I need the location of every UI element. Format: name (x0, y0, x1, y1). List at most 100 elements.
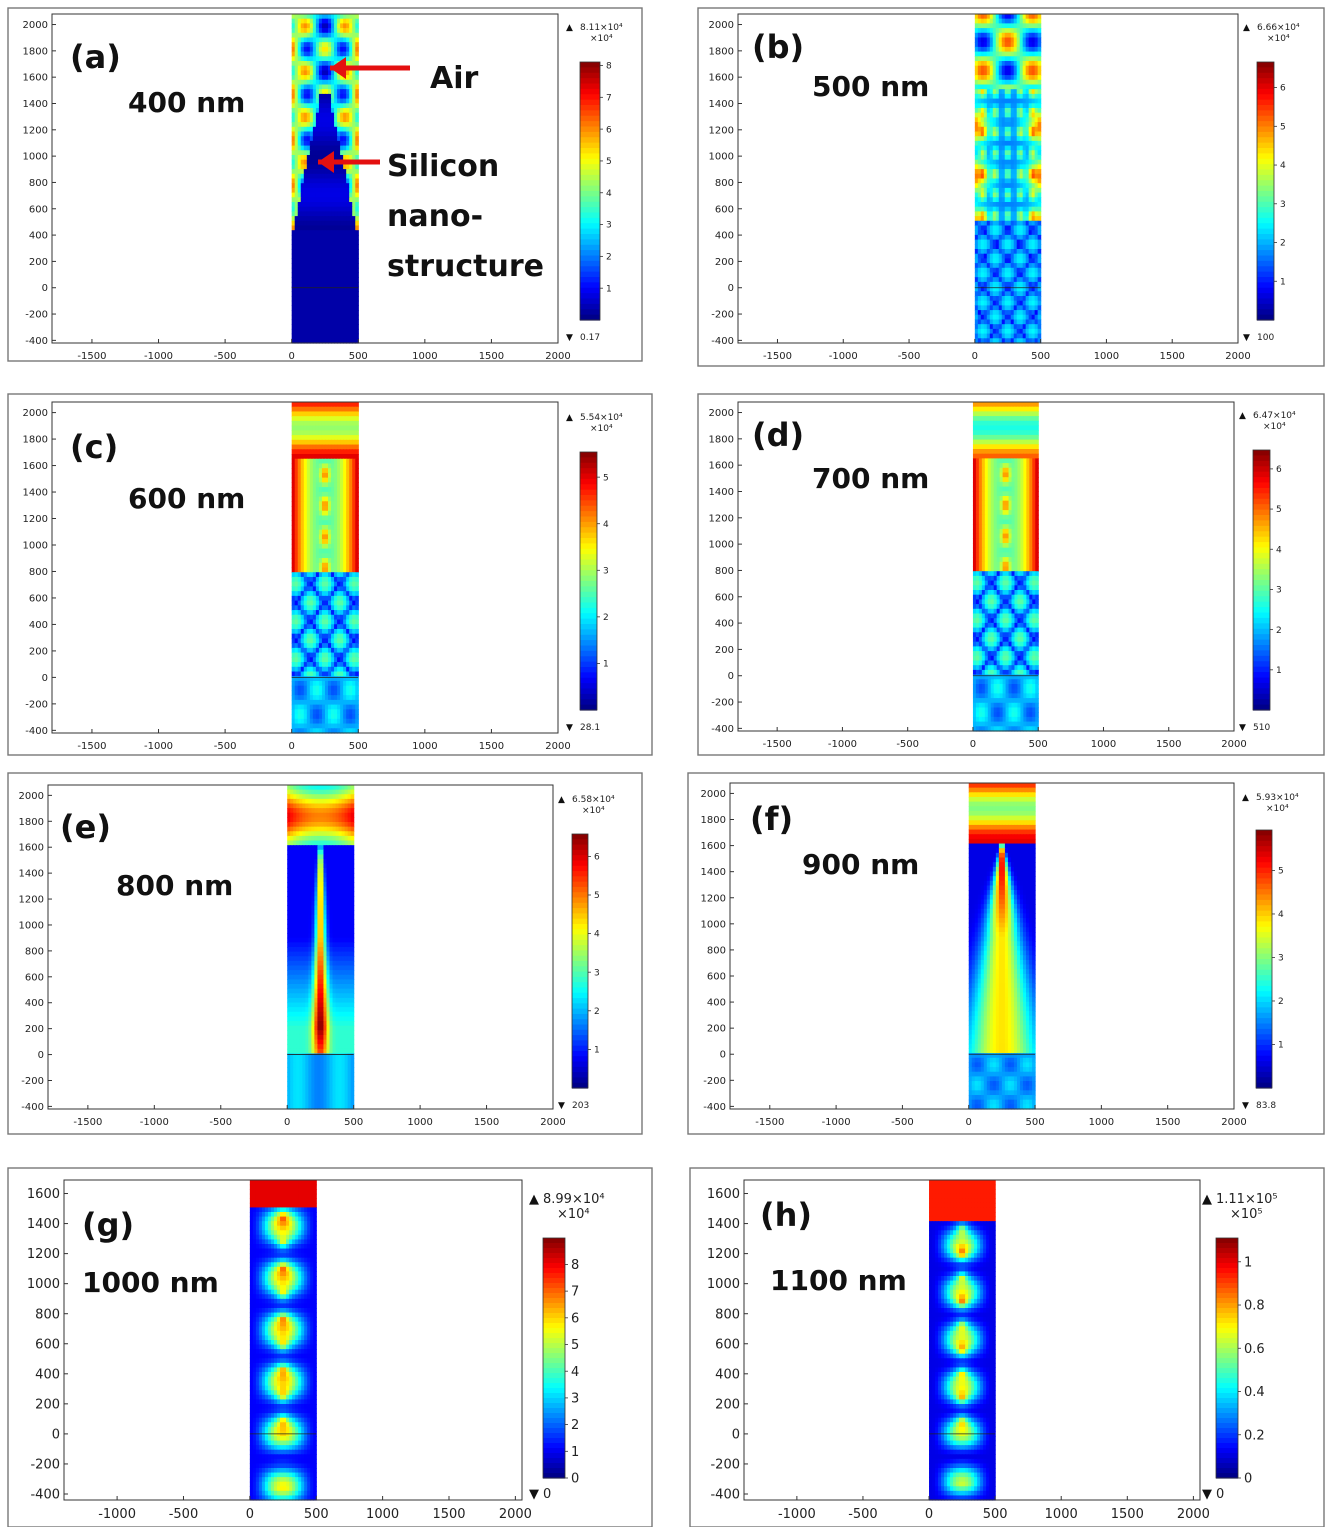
y-tick-label: 0 (42, 673, 48, 684)
wavelength-label: 900 nm (802, 848, 919, 881)
y-tick-label: -400 (25, 336, 48, 347)
colorbar-tick-label: 3 (1276, 586, 1282, 596)
y-tick-label: 400 (715, 619, 734, 630)
x-tick-label: -1500 (763, 351, 792, 362)
colorbar-tick-label: 5 (603, 473, 609, 483)
x-tick-label: 1500 (1155, 1117, 1180, 1128)
x-tick-label: 1000 (1045, 1507, 1078, 1522)
colorbar-max-label: 5.93×10⁴ (1256, 793, 1299, 803)
y-tick-label: 400 (715, 1367, 740, 1382)
colorbar: 1 2 3 4 5 6 7 8 ▲ 8.11×10⁴×10⁴ ▼ 0.17 (566, 23, 623, 343)
y-tick-label: 1400 (19, 869, 44, 880)
colorbar-min-marker: ▼ (1239, 723, 1246, 733)
panel-f: -1500 -1000 -500 0 500 1000 1500 2000 -400 -200 0 2… (687, 772, 1325, 1135)
x-tick-label: 1500 (432, 1507, 465, 1522)
x-tick-label: 500 (304, 1507, 329, 1522)
y-tick-label: -400 (710, 1488, 740, 1503)
y-tick-label: 400 (25, 998, 44, 1009)
colorbar-min-label: 100 (1257, 333, 1274, 343)
x-tick-label: 2000 (1221, 739, 1246, 750)
y-tick-label: 1200 (707, 1247, 740, 1262)
colorbar-tick-label: 3 (1280, 200, 1286, 210)
colorbar-tick-label: 6 (1280, 84, 1286, 94)
y-tick-label: 800 (715, 566, 734, 577)
x-tick-label: 1000 (1091, 739, 1116, 750)
x-tick-label: 1000 (1094, 351, 1119, 362)
x-tick-label: 1000 (412, 741, 437, 752)
wavelength-label: 400 nm (128, 86, 245, 119)
y-tick-label: 600 (29, 593, 48, 604)
y-tick-label: 2000 (23, 20, 48, 31)
colorbar-tick-label: 1 (1244, 1255, 1252, 1270)
colorbar-tick-label: 6 (571, 1311, 579, 1326)
field-heatmap (974, 14, 1042, 344)
y-tick-label: -200 (711, 698, 734, 709)
x-tick-label: -1500 (77, 351, 106, 362)
x-tick-label: 0 (288, 741, 294, 752)
y-tick-label: 1000 (707, 1277, 740, 1292)
y-tick-label: -400 (21, 1102, 44, 1113)
colorbar-min-marker: ▼ (529, 1487, 539, 1502)
colorbar-tick-label: 8 (606, 62, 612, 72)
x-tick-label: 0 (972, 351, 978, 362)
x-tick-label: 1500 (479, 351, 504, 362)
colorbar-tick-label: 0 (1244, 1472, 1252, 1487)
y-tick-label: 0 (720, 1050, 726, 1061)
colorbar-tick-label: 1 (1276, 666, 1282, 676)
x-tick-label: -500 (896, 739, 919, 750)
x-tick-label: 0 (925, 1507, 933, 1522)
y-tick-label: 1400 (709, 487, 734, 498)
colorbar-tick-label: 0.4 (1244, 1385, 1265, 1400)
plot-area (737, 401, 1235, 732)
x-tick-label: -500 (209, 1117, 232, 1128)
plot-area (737, 13, 1239, 344)
panel-d: -1500 -1000 -500 0 500 1000 1500 2000 -400 -200 0 2… (697, 393, 1325, 756)
y-tick-label: 0 (732, 1427, 740, 1442)
colorbar-tick-label: 6 (1276, 465, 1282, 475)
y-tick-label: 200 (29, 257, 48, 268)
colorbar-tick-label: 0.8 (1244, 1299, 1265, 1314)
x-tick-label: -500 (898, 351, 921, 362)
colorbar-min-label: 83.8 (1256, 1101, 1276, 1111)
y-tick-label: 1000 (27, 1277, 60, 1292)
x-tick-label: 500 (349, 741, 368, 752)
field-heatmap (972, 402, 1039, 732)
plot-area (729, 782, 1235, 1110)
y-tick-label: 1000 (19, 920, 44, 931)
colorbar: 1 2 3 4 5 ▲ 5.93×10⁴×10⁴ ▼ 83.8 (1242, 793, 1299, 1111)
y-tick-label: 1000 (709, 152, 734, 163)
x-tick-label: 2000 (1221, 1117, 1246, 1128)
y-tick-label: 1600 (709, 73, 734, 84)
y-tick-label: 600 (35, 1337, 60, 1352)
colorbar-tick-label: 2 (603, 613, 609, 623)
y-tick-label: 1400 (23, 488, 48, 499)
y-tick-label: 400 (29, 231, 48, 242)
y-tick-label: 2000 (709, 408, 734, 419)
plot-area (51, 401, 559, 734)
y-tick-label: 800 (715, 178, 734, 189)
x-tick-label: -500 (169, 1507, 199, 1522)
x-tick-label: 1000 (412, 351, 437, 362)
y-tick-label: 0 (728, 671, 734, 682)
colorbar-max-marker: ▲ (529, 1192, 539, 1207)
y-tick-label: 1000 (709, 540, 734, 551)
silicon-label-line2: nano- (387, 199, 483, 234)
y-tick-label: 1200 (701, 893, 726, 904)
x-tick-label: 500 (1026, 1117, 1045, 1128)
colorbar: 0 1 2 3 4 5 6 7 8 ▲ 8.99×10⁴×10⁴ ▼ 0 (529, 1192, 605, 1502)
colorbar-tick-label: 1 (606, 284, 612, 294)
colorbar-min-label: 203 (572, 1101, 589, 1111)
x-tick-label: 0 (246, 1507, 254, 1522)
colorbar-max-marker: ▲ (566, 413, 573, 423)
y-tick-label: -200 (25, 310, 48, 321)
colorbar-tick-label: 3 (603, 566, 609, 576)
colorbar-tick-label: 1 (594, 1046, 600, 1056)
x-tick-label: 1500 (1156, 739, 1181, 750)
colorbar: 1 2 3 4 5 ▲ 5.54×10⁴×10⁴ ▼ 28.1 (566, 413, 623, 733)
y-tick-label: 400 (707, 998, 726, 1009)
plot-area (47, 784, 554, 1110)
colorbar-tick-label: 1 (1280, 277, 1286, 287)
y-tick-label: -400 (711, 724, 734, 735)
panel-label: (a) (70, 38, 121, 76)
x-tick-label: -500 (214, 351, 237, 362)
